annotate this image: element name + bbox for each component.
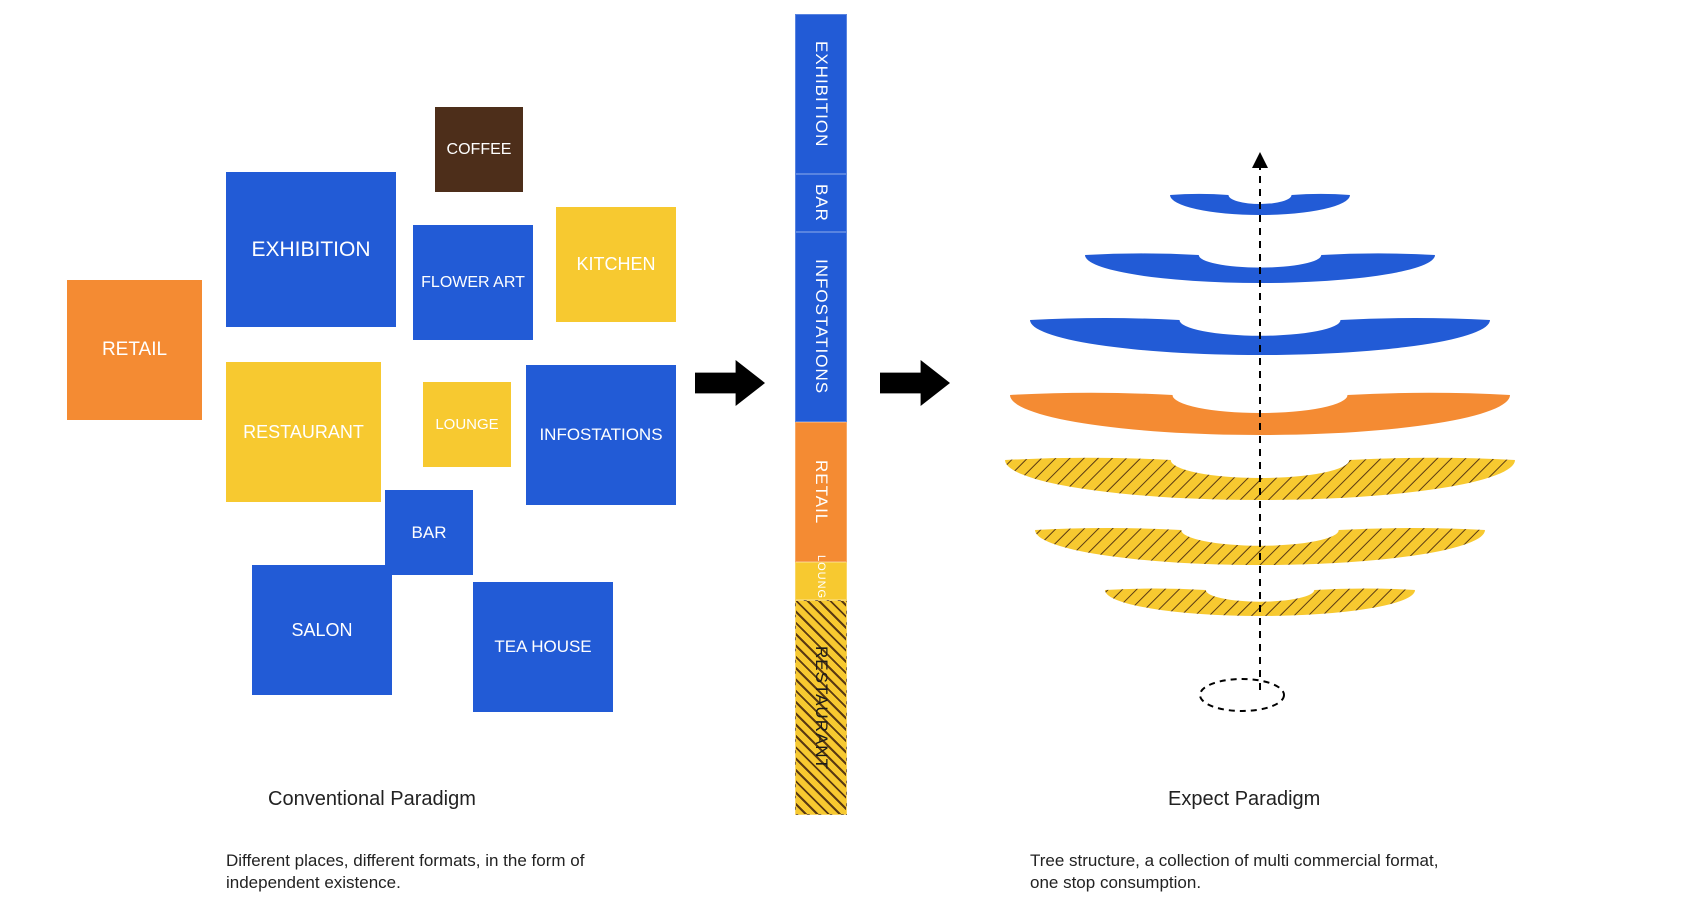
stack-s-restaurant: RESTAURANT — [795, 600, 847, 815]
box-exhibition: EXHIBITION — [226, 172, 396, 327]
box-retail: RETAIL — [67, 280, 202, 420]
stack-s-bar: BAR — [795, 174, 847, 232]
stack-s-infostations: INFOSTATIONS — [795, 232, 847, 422]
stack-s-lounge: LOUNGE — [795, 562, 847, 600]
stack-s-retail: RETAIL — [795, 422, 847, 562]
box-kitchen: KITCHEN — [556, 207, 676, 322]
box-restaurant: RESTAURANT — [226, 362, 381, 502]
box-bar: BAR — [385, 490, 473, 575]
arrow-2 — [880, 360, 950, 406]
arrow-1 — [695, 360, 765, 406]
left-subtitle: Different places, different formats, in … — [226, 850, 646, 894]
box-flowerart: FLOWER ART — [413, 225, 533, 340]
right-subtitle: Tree structure, a collection of multi co… — [1030, 850, 1450, 894]
spiral-base-loop — [1200, 679, 1284, 711]
box-teahouse: TEA HOUSE — [473, 582, 613, 712]
box-coffee: COFFEE — [435, 107, 523, 192]
box-lounge: LOUNGE — [423, 382, 511, 467]
left-title: Conventional Paradigm — [268, 788, 476, 811]
box-infostations: INFOSTATIONS — [526, 365, 676, 505]
box-salon: SALON — [252, 565, 392, 695]
right-title: Expect Paradigm — [1168, 788, 1320, 811]
stack-s-exhibition: EXHIBITION — [795, 14, 847, 174]
